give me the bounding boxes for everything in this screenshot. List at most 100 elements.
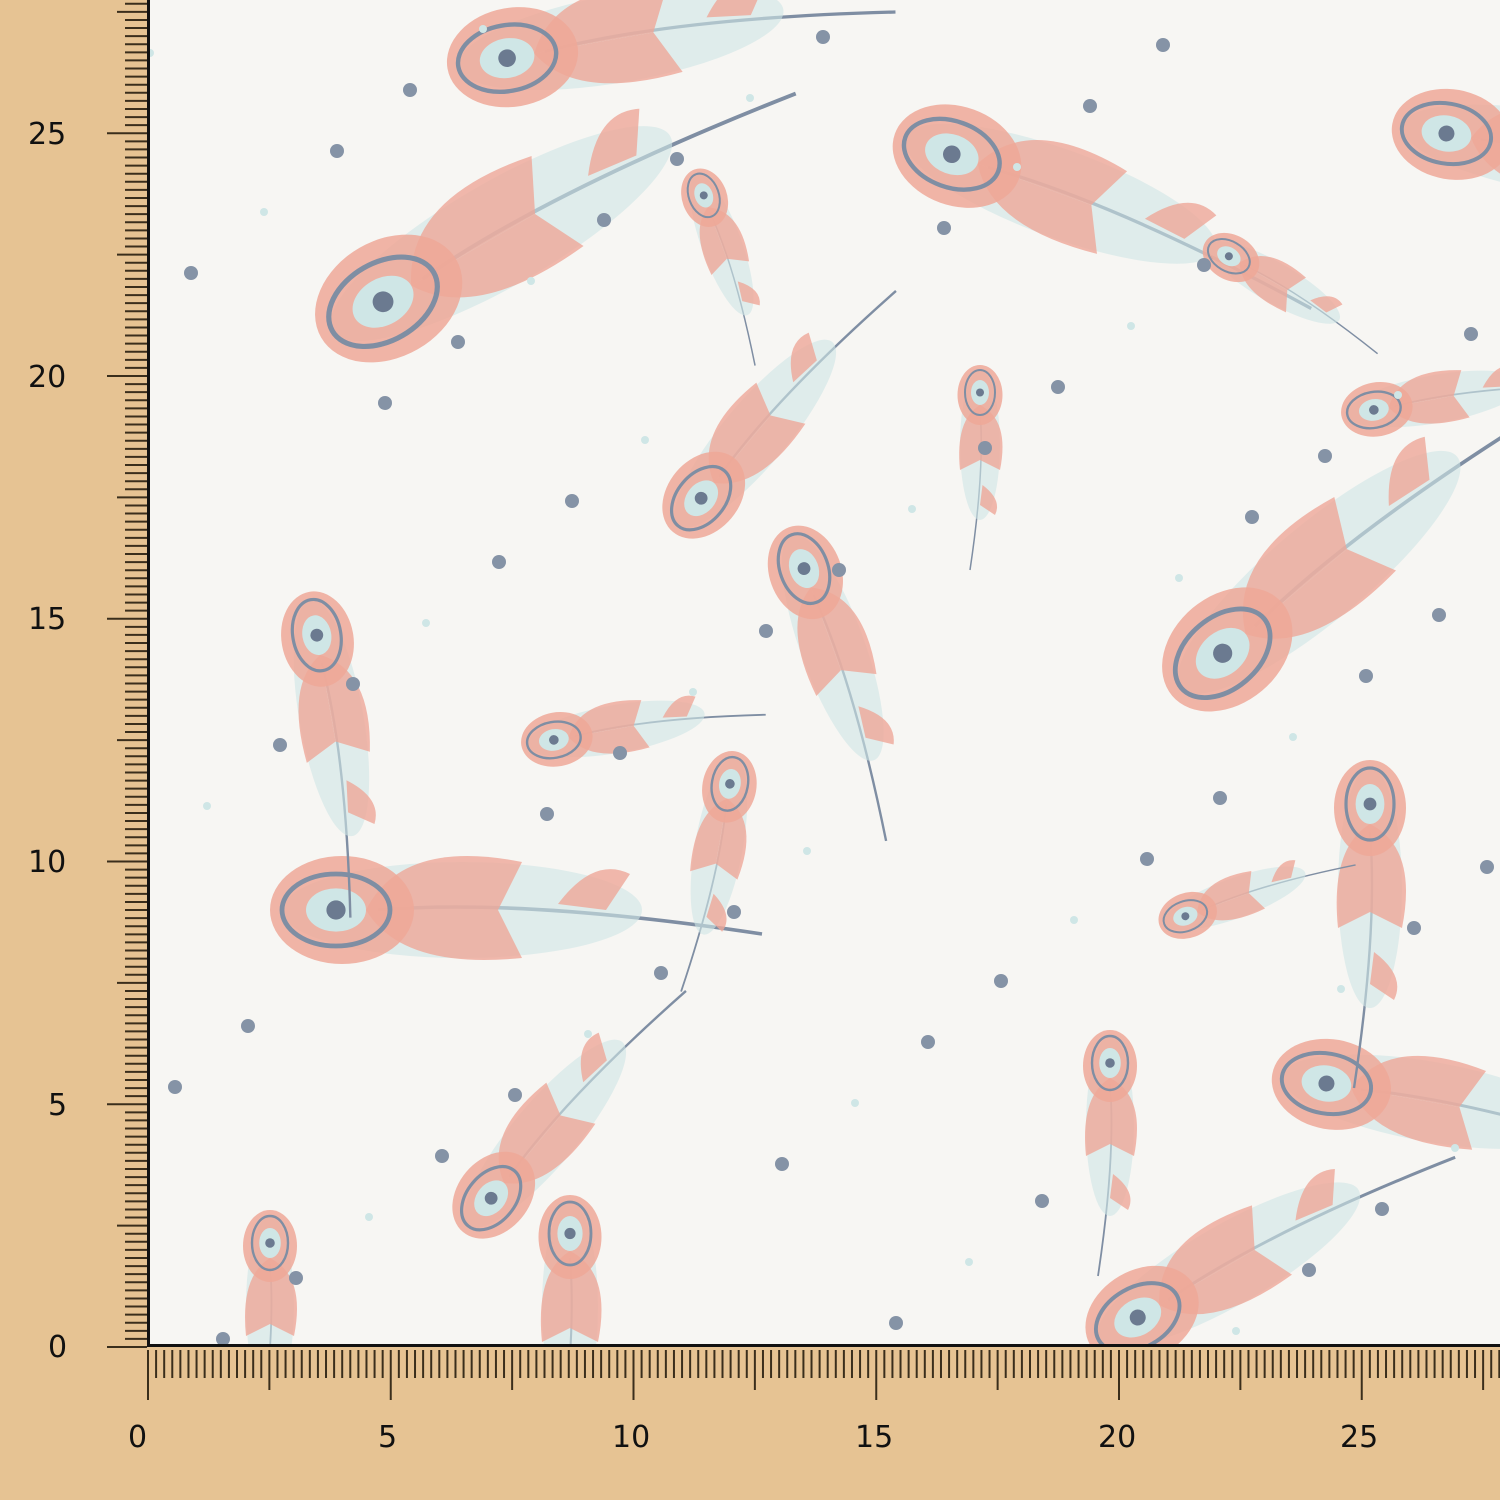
feather-motif — [1341, 365, 1500, 437]
dot-motif — [1232, 1327, 1240, 1335]
dot-motif — [851, 1099, 859, 1107]
dot-motif — [746, 94, 754, 102]
dot-motif — [1197, 258, 1211, 272]
horizontal-ruler — [147, 1347, 1500, 1500]
dot-motif — [1051, 380, 1065, 394]
dot-motif — [403, 83, 417, 97]
feather-motif — [1271, 1038, 1500, 1167]
dot-motif — [1394, 391, 1402, 399]
dot-motif — [727, 905, 741, 919]
dot-motif — [1156, 38, 1170, 52]
dot-motif — [330, 144, 344, 158]
dot-motif — [492, 555, 506, 569]
ruler-label-v15: 15 — [28, 602, 67, 637]
dot-motif — [994, 974, 1008, 988]
dot-motif — [451, 335, 465, 349]
dot-motif — [365, 1213, 373, 1221]
dot-motif — [289, 1271, 303, 1285]
dot-motif — [1127, 322, 1135, 330]
dot-motif — [1318, 449, 1332, 463]
dot-motif — [908, 505, 916, 513]
dot-motif — [150, 49, 154, 57]
dot-motif — [565, 494, 579, 508]
dot-motif — [670, 152, 684, 166]
dot-motif — [1375, 1202, 1389, 1216]
dot-motif — [1245, 510, 1259, 524]
dot-motif — [654, 966, 668, 980]
feather-motif — [446, 0, 896, 108]
dot-motif — [203, 802, 211, 810]
dot-motif — [435, 1149, 449, 1163]
ruler-label-v10: 10 — [28, 845, 67, 880]
dot-motif — [689, 688, 697, 696]
dot-motif — [1213, 791, 1227, 805]
feather-motif — [452, 990, 687, 1239]
feather-motif — [957, 365, 1003, 571]
dot-motif — [1464, 327, 1478, 341]
dot-motif — [816, 30, 830, 44]
dot-motif — [1359, 669, 1373, 683]
feather-pattern — [150, 0, 1500, 1344]
dot-motif — [613, 746, 627, 760]
dot-motif — [241, 1019, 255, 1033]
feather-motif — [662, 290, 897, 539]
dot-motif — [832, 563, 846, 577]
dot-motif — [422, 619, 430, 627]
dot-motif — [1083, 99, 1097, 113]
dot-motif — [1480, 860, 1494, 874]
dot-motif — [937, 221, 951, 235]
fabric-swatch — [147, 0, 1500, 1347]
feather-motif — [681, 168, 760, 366]
dot-motif — [260, 208, 268, 216]
dot-motif — [1035, 1194, 1049, 1208]
dot-motif — [1451, 1144, 1459, 1152]
dot-motif — [889, 1316, 903, 1330]
dot-motif — [1175, 574, 1183, 582]
feather-motif — [1082, 1029, 1138, 1277]
dot-motif — [584, 1030, 592, 1038]
dot-motif — [1140, 852, 1154, 866]
dot-motif — [641, 436, 649, 444]
ruler-label-h20: 20 — [1098, 1420, 1137, 1455]
dot-motif — [597, 213, 611, 227]
dot-motif — [479, 25, 487, 33]
ruler-label-h10: 10 — [612, 1420, 651, 1455]
feather-motif — [767, 525, 894, 842]
dot-motif — [378, 396, 392, 410]
feather-motif — [521, 695, 766, 767]
dot-motif — [346, 677, 360, 691]
dot-motif — [1289, 733, 1297, 741]
dot-motif — [978, 441, 992, 455]
ruler-label-v25: 25 — [28, 117, 67, 152]
feather-motif — [1202, 232, 1379, 355]
feather-motif — [1085, 1155, 1456, 1344]
feather-motif — [1333, 759, 1407, 1089]
feather-motif — [242, 1209, 298, 1344]
feather-motif — [538, 1195, 602, 1344]
dot-motif — [168, 1080, 182, 1094]
ruler-label-h0: 0 — [128, 1420, 148, 1455]
dot-motif — [921, 1035, 935, 1049]
ruler-label-h5: 5 — [378, 1420, 398, 1455]
feather-motif — [1391, 88, 1500, 217]
feather-motif — [281, 591, 376, 918]
dot-motif — [1337, 985, 1345, 993]
dot-motif — [1013, 163, 1021, 171]
dot-motif — [775, 1157, 789, 1171]
ruler-label-h15: 15 — [855, 1420, 894, 1455]
dot-motif — [1070, 916, 1078, 924]
dot-motif — [1432, 608, 1446, 622]
feather-motif — [680, 751, 757, 992]
feather-motif — [270, 856, 763, 964]
dot-motif — [216, 1332, 230, 1344]
dot-motif — [184, 266, 198, 280]
dot-motif — [527, 277, 535, 285]
dot-motif — [508, 1088, 522, 1102]
feather-motif — [315, 91, 797, 363]
ruler-label-v5: 5 — [48, 1088, 68, 1123]
dot-motif — [1407, 921, 1421, 935]
ruler-label-h25: 25 — [1340, 1420, 1379, 1455]
dot-motif — [803, 847, 811, 855]
ruler-label-v20: 20 — [28, 360, 67, 395]
dot-motif — [540, 807, 554, 821]
